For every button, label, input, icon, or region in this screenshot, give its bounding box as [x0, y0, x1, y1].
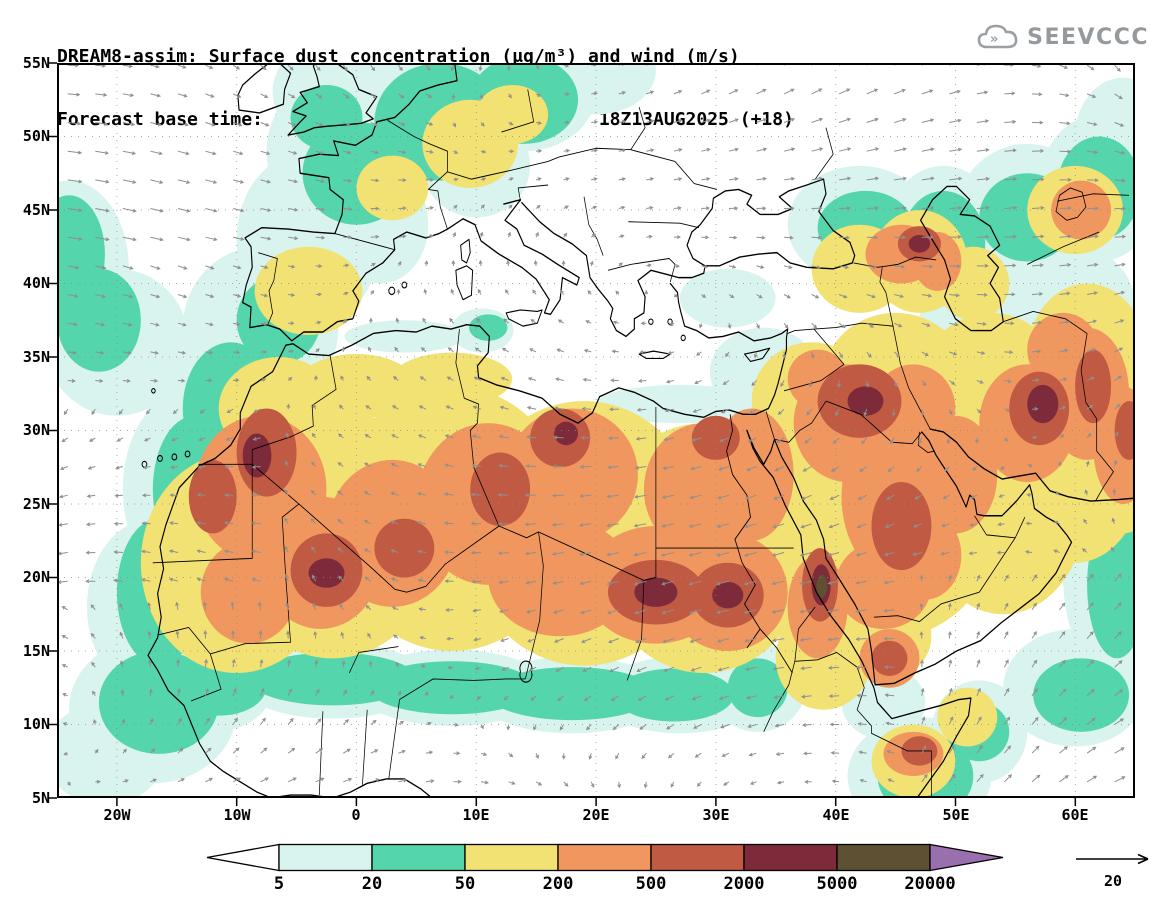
wind-reference: 20	[1070, 850, 1156, 890]
lat-tick-label: 10N	[22, 715, 50, 733]
map-frame	[57, 63, 1135, 798]
chart-title: DREAM8-assim: Surface dust concentration…	[57, 46, 740, 67]
wind-reference-arrow	[1076, 853, 1149, 865]
map-area	[49, 62, 1135, 806]
colorbar-level-label: 50	[454, 874, 476, 894]
lon-tick-label: 30E	[702, 806, 730, 824]
colorbar-level-label: 5	[273, 874, 285, 894]
lat-tick-label: 40N	[22, 274, 50, 292]
lat-tick-label: 55N	[22, 54, 50, 72]
dust-map	[49, 62, 1135, 806]
lat-tick-label: 15N	[22, 642, 50, 660]
lon-tick-label: 60E	[1061, 806, 1089, 824]
lat-tick-label: 45N	[22, 201, 50, 219]
lon-tick-label: 50E	[942, 806, 970, 824]
graticule	[57, 63, 1135, 798]
svg-text:»: »	[990, 32, 998, 47]
lat-tick-label: 5N	[31, 789, 50, 807]
rivers	[726, 414, 793, 674]
logo-text: SEEVCCC	[1027, 24, 1149, 50]
lat-tick-label: 50N	[22, 127, 50, 145]
dust-fill-layer	[57, 63, 1135, 798]
colorbar-segment	[557, 843, 652, 872]
islands	[141, 238, 771, 683]
colorbar-arrow-left	[206, 843, 280, 872]
lat-tick-label: 25N	[22, 495, 50, 513]
colorbar-arrow-right	[929, 843, 1004, 872]
lat-tick-label: 30N	[22, 421, 50, 439]
lat-tick-label: 35N	[22, 348, 50, 366]
colorbar-level-label: 200	[542, 874, 574, 894]
colorbar-segment	[371, 843, 466, 872]
colorbar-segment	[650, 843, 745, 872]
colorbar-level-label: 20	[361, 874, 383, 894]
colorbar-segment	[743, 843, 838, 872]
lon-tick-label: 20E	[582, 806, 610, 824]
colorbar-level-label: 2000	[723, 874, 765, 894]
country-borders	[152, 89, 1130, 798]
lat-tick-label: 20N	[22, 568, 50, 586]
colorbar-level-label: 500	[635, 874, 667, 894]
lon-tick-label: 10E	[462, 806, 490, 824]
lon-tick-label: 10W	[223, 806, 251, 824]
wind-arrows-layer	[57, 63, 1127, 789]
colorbar-segment	[836, 843, 931, 872]
colorbar-swatches	[206, 843, 1004, 872]
lon-tick-label: 40E	[822, 806, 850, 824]
wind-reference-value: 20	[1103, 872, 1123, 890]
colorbar-level-label: 20000	[904, 874, 956, 894]
colorbar-segment	[464, 843, 559, 872]
cloud-icon: »	[977, 24, 1018, 49]
lon-tick-label: 20W	[103, 806, 131, 824]
colorbar-segment	[278, 843, 373, 872]
colorbar: 5 20 50 200 500 2000 5000 20000	[204, 843, 1006, 899]
lon-tick-label: 0	[351, 806, 361, 824]
dust-level-5000-20000	[816, 574, 828, 599]
seevccc-logo: » SEEVCCC	[976, 22, 1149, 52]
axis-ticks	[49, 62, 1077, 806]
colorbar-level-label: 5000	[816, 874, 858, 894]
